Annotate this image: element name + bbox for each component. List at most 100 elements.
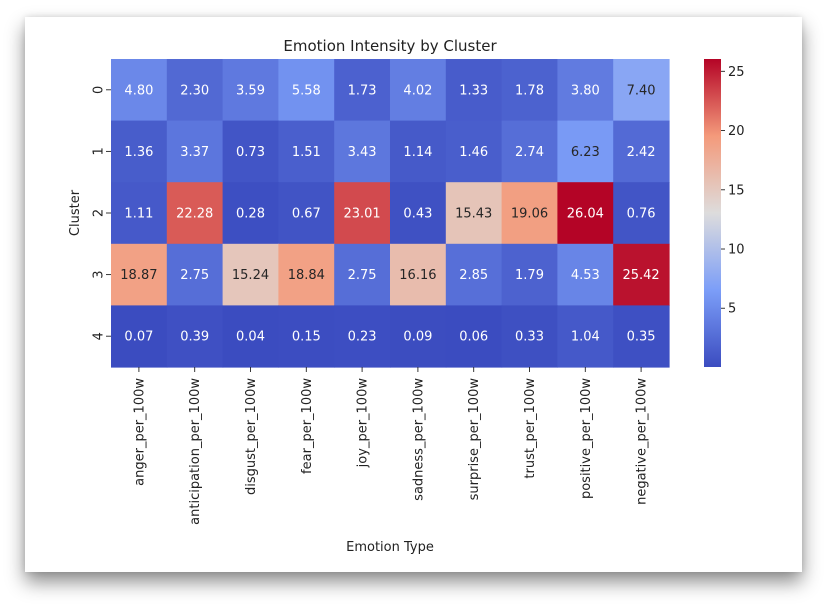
heatmap-cell-r2-c5 bbox=[390, 182, 447, 245]
heatmap-cell-r3-c1 bbox=[166, 243, 224, 306]
colorbar-tick-label-10: 10 bbox=[728, 243, 745, 258]
x-tick-label-sadness_per_100w: sadness_per_100w bbox=[411, 378, 426, 501]
cell-label-r2-c0: 1.11 bbox=[124, 207, 153, 222]
cell-label-r1-c2: 0.73 bbox=[236, 145, 265, 160]
heatmap-cell-r2-c8 bbox=[557, 182, 614, 245]
heatmap-cell-r0-c2 bbox=[222, 59, 279, 122]
x-tick-label-surprise_per_100w: surprise_per_100w bbox=[467, 378, 482, 501]
cell-label-r3-c8: 4.53 bbox=[571, 268, 600, 283]
heatmap-cell-r2-c7 bbox=[501, 182, 558, 245]
heatmap-cell-r3-c3 bbox=[278, 243, 335, 306]
heatmap-cell-r1-c6 bbox=[445, 120, 503, 183]
x-tick-label-anticipation_per_100w: anticipation_per_100w bbox=[188, 378, 203, 525]
y-axis-ticks: 0 1 2 3 4 bbox=[92, 86, 111, 340]
cell-label-r3-c5: 16.16 bbox=[399, 268, 436, 283]
chart-title: Emotion Intensity by Cluster bbox=[283, 37, 497, 55]
x-tick-label-disgust_per_100w: disgust_per_100w bbox=[244, 378, 259, 495]
cell-label-r0-c1: 2.30 bbox=[180, 83, 209, 98]
cell-label-r0-c4: 1.73 bbox=[348, 83, 377, 98]
cell-label-r2-c9: 0.76 bbox=[627, 207, 656, 222]
heatmap-cell-r2-c9 bbox=[613, 182, 670, 245]
cell-label-r0-c3: 5.58 bbox=[292, 83, 321, 98]
x-tick-label-fear_per_100w: fear_per_100w bbox=[300, 378, 315, 474]
heatmap-cell-r1-c0 bbox=[111, 120, 168, 183]
cell-label-r1-c9: 2.42 bbox=[627, 145, 656, 160]
colorbar-tick-label-5: 5 bbox=[728, 302, 736, 317]
cell-label-r4-c4: 0.23 bbox=[348, 330, 377, 345]
colorbar-tick-label-15: 15 bbox=[728, 183, 745, 198]
cell-label-r3-c1: 2.75 bbox=[180, 268, 209, 283]
heatmap-cell-r4-c3 bbox=[278, 305, 335, 368]
cell-label-r4-c7: 0.33 bbox=[515, 330, 544, 345]
heatmap-cell-r4-c6 bbox=[445, 305, 503, 368]
heatmap-cell-r1-c8 bbox=[557, 120, 614, 183]
cell-label-r4-c0: 0.07 bbox=[124, 330, 153, 345]
heatmap-cell-r0-c5 bbox=[390, 59, 447, 122]
cell-label-r0-c2: 3.59 bbox=[236, 83, 265, 98]
heatmap-cell-r3-c7 bbox=[501, 243, 558, 306]
heatmap-cell-r2-c6 bbox=[445, 182, 503, 245]
cell-label-r3-c2: 15.24 bbox=[232, 268, 269, 283]
cell-label-r3-c4: 2.75 bbox=[348, 268, 377, 283]
heatmap-cell-r2-c2 bbox=[222, 182, 279, 245]
heatmap-cell-r0-c8 bbox=[557, 59, 614, 122]
heatmap-cell-r2-c1 bbox=[166, 182, 224, 245]
heatmap-cell-r1-c3 bbox=[278, 120, 335, 183]
heatmap-cell-r3-c4 bbox=[334, 243, 391, 306]
x-tick-label-trust_per_100w: trust_per_100w bbox=[523, 378, 538, 479]
heatmap-cell-r4-c7 bbox=[501, 305, 558, 368]
heatmap-cell-r2-c4 bbox=[334, 182, 391, 245]
cell-label-r0-c5: 4.02 bbox=[403, 83, 432, 98]
cell-label-r1-c3: 1.51 bbox=[292, 145, 321, 160]
heatmap-cell-r4-c2 bbox=[222, 305, 279, 368]
heatmap-cell-r3-c6 bbox=[445, 243, 503, 306]
heatmap-cell-r4-c0 bbox=[111, 305, 168, 368]
cell-label-r2-c5: 0.43 bbox=[403, 207, 432, 222]
cell-label-r4-c5: 0.09 bbox=[403, 330, 432, 345]
heatmap-cell-r3-c0 bbox=[111, 243, 168, 306]
cell-label-r3-c9: 25.42 bbox=[622, 268, 659, 283]
cell-label-r2-c7: 19.06 bbox=[511, 207, 548, 222]
heatmap-cell-r0-c1 bbox=[166, 59, 224, 122]
cell-label-r2-c2: 0.28 bbox=[236, 207, 265, 222]
cell-label-r1-c7: 2.74 bbox=[515, 145, 544, 160]
x-axis-ticks: anger_per_100w anticipation_per_100w disgu… bbox=[132, 367, 650, 525]
cell-label-r2-c3: 0.67 bbox=[292, 207, 321, 222]
cell-label-r1-c4: 3.43 bbox=[348, 145, 377, 160]
colorbar-tick-label-20: 20 bbox=[728, 124, 745, 139]
y-tick-label-0: 0 bbox=[92, 86, 107, 94]
heatmap-cells: 4.80 2.30 3.59 5.58 1.73 4.02 1.33 1.78 3.80 7.40… bbox=[111, 59, 670, 368]
heatmap-cell-r0-c6 bbox=[445, 59, 503, 122]
heatmap-cell-r4-c5 bbox=[390, 305, 447, 368]
cell-label-r4-c2: 0.04 bbox=[236, 330, 265, 345]
colorbar: 5 10 15 20 25 bbox=[704, 59, 745, 367]
cell-label-r0-c6: 1.33 bbox=[459, 83, 488, 98]
cell-label-r4-c8: 1.04 bbox=[571, 330, 600, 345]
cell-label-r1-c5: 1.14 bbox=[403, 145, 432, 160]
heatmap-chart: Emotion Intensity by Cluster 4.80 2.30 3.5… bbox=[68, 37, 745, 555]
y-tick-label-1: 1 bbox=[92, 147, 107, 155]
cell-label-r2-c1: 22.28 bbox=[176, 207, 213, 222]
heatmap-cell-r4-c1 bbox=[166, 305, 224, 368]
cell-label-r3-c3: 18.84 bbox=[288, 268, 325, 283]
cell-label-r4-c9: 0.35 bbox=[627, 330, 656, 345]
heatmap-cell-r3-c5 bbox=[390, 243, 447, 306]
cell-label-r3-c6: 2.85 bbox=[459, 268, 488, 283]
cell-label-r2-c6: 15.43 bbox=[455, 207, 492, 222]
cell-label-r2-c4: 23.01 bbox=[343, 207, 380, 222]
heatmap-cell-r0-c4 bbox=[334, 59, 391, 122]
colorbar-tick-label-25: 25 bbox=[728, 65, 745, 80]
cell-label-r1-c8: 6.23 bbox=[571, 145, 600, 160]
cell-label-r4-c1: 0.39 bbox=[180, 330, 209, 345]
heatmap-cell-r3-c9 bbox=[613, 243, 670, 306]
heatmap-cell-r0-c0 bbox=[111, 59, 168, 122]
colorbar-gradient bbox=[704, 59, 721, 367]
heatmap-cell-r0-c7 bbox=[501, 59, 558, 122]
cell-label-r3-c7: 1.79 bbox=[515, 268, 544, 283]
cell-label-r1-c6: 1.46 bbox=[459, 145, 488, 160]
cell-label-r1-c1: 3.37 bbox=[180, 145, 209, 160]
heatmap-cell-r1-c1 bbox=[166, 120, 224, 183]
heatmap-cell-r0-c3 bbox=[278, 59, 335, 122]
cell-label-r4-c3: 0.15 bbox=[292, 330, 321, 345]
heatmap-cell-r4-c4 bbox=[334, 305, 391, 368]
